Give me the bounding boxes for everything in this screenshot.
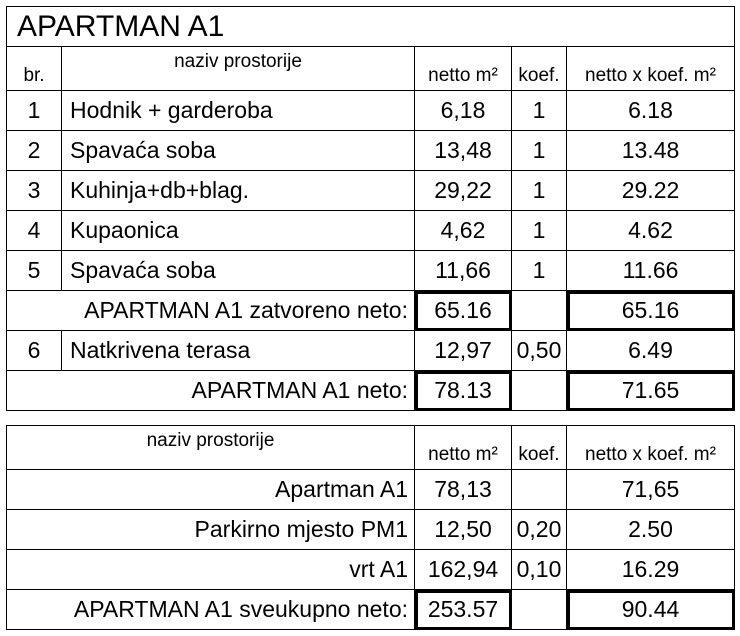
product-value: 4.62 [566,210,735,251]
koef-value: 0,10 [511,549,567,590]
header-number: br. [6,46,62,91]
item-name: vrt A1 [6,549,415,590]
subtotal-row: APARTMAN A1 zatvoreno neto: 65.16 65.16 [6,290,735,331]
total-koef-empty [511,370,567,411]
subtotal-product: 65.16 [566,290,735,331]
koef-value [511,469,567,510]
product-value: 6.49 [566,330,735,371]
netto-value: 78,13 [414,469,512,510]
item-name: Parkirno mjesto PM1 [6,509,415,550]
table-row: 4 Kupaonica 4,62 1 4.62 [6,210,735,251]
netto-value: 12,97 [414,330,512,371]
netto-value: 162,94 [414,549,512,590]
koef-value: 1 [511,130,567,171]
summary-table: naziv prostorije netto m² koef. netto x … [6,425,735,630]
row-number: 4 [6,210,62,251]
koef-value: 0,20 [511,509,567,550]
product-value: 16.29 [566,549,735,590]
apartment-areas-table: APARTMAN A1 br. naziv prostorije netto m… [6,6,735,411]
item-name: Apartman A1 [6,469,415,510]
product-value: 29.22 [566,170,735,211]
header-netto: netto m² [414,46,512,91]
room-name: Hodnik + garderoba [61,90,415,131]
subtotal-netto: 65.16 [414,290,512,331]
room-name: Natkrivena terasa [61,330,415,371]
netto-value: 6,18 [414,90,512,131]
product-value: 6.18 [566,90,735,131]
subtotal-koef-empty [511,290,567,331]
product-value: 2.50 [566,509,735,550]
header-netto: netto m² [414,425,512,470]
total-label: APARTMAN A1 neto: [6,370,415,411]
netto-value: 11,66 [414,250,512,291]
table-row: 6 Natkrivena terasa 12,97 0,50 6.49 [6,330,735,371]
room-name: Kupaonica [61,210,415,251]
koef-value: 1 [511,210,567,251]
room-name: Spavaća soba [61,130,415,171]
product-value: 71,65 [566,469,735,510]
table-row: Parkirno mjesto PM1 12,50 0,20 2.50 [6,509,735,550]
grand-total-label: APARTMAN A1 sveukupno neto: [6,589,415,630]
header-room-name: naziv prostorije [61,46,415,91]
koef-value: 0,50 [511,330,567,371]
row-number: 2 [6,130,62,171]
header-product: netto x koef. m² [566,46,735,91]
table-row: 5 Spavaća soba 11,66 1 11.66 [6,250,735,291]
subtotal-label: APARTMAN A1 zatvoreno neto: [6,290,415,331]
total-product: 71.65 [566,370,735,411]
row-number: 1 [6,90,62,131]
table-row: 3 Kuhinja+db+blag. 29,22 1 29.22 [6,170,735,211]
total-netto: 78.13 [414,370,512,411]
header-product: netto x koef. m² [566,425,735,470]
row-number: 6 [6,330,62,371]
netto-value: 12,50 [414,509,512,550]
netto-value: 4,62 [414,210,512,251]
total-row: APARTMAN A1 neto: 78.13 71.65 [6,370,735,411]
koef-value: 1 [511,170,567,211]
grand-total-netto: 253.57 [414,589,512,630]
table-row: Apartman A1 78,13 71,65 [6,469,735,510]
table-title: APARTMAN A1 [6,6,735,47]
header-koef: koef. [511,425,567,470]
header-koef: koef. [511,46,567,91]
koef-value: 1 [511,250,567,291]
grand-total-koef-empty [511,589,567,630]
header-room-name: naziv prostorije [6,425,415,470]
netto-value: 29,22 [414,170,512,211]
koef-value: 1 [511,90,567,131]
table-row: 2 Spavaća soba 13,48 1 13.48 [6,130,735,171]
row-number: 5 [6,250,62,291]
table-row: 1 Hodnik + garderoba 6,18 1 6.18 [6,90,735,131]
grand-total-row: APARTMAN A1 sveukupno neto: 253.57 90.44 [6,589,735,630]
table-row: vrt A1 162,94 0,10 16.29 [6,549,735,590]
room-name: Spavaća soba [61,250,415,291]
netto-value: 13,48 [414,130,512,171]
room-name: Kuhinja+db+blag. [61,170,415,211]
product-value: 11.66 [566,250,735,291]
row-number: 3 [6,170,62,211]
product-value: 13.48 [566,130,735,171]
grand-total-product: 90.44 [566,589,735,630]
